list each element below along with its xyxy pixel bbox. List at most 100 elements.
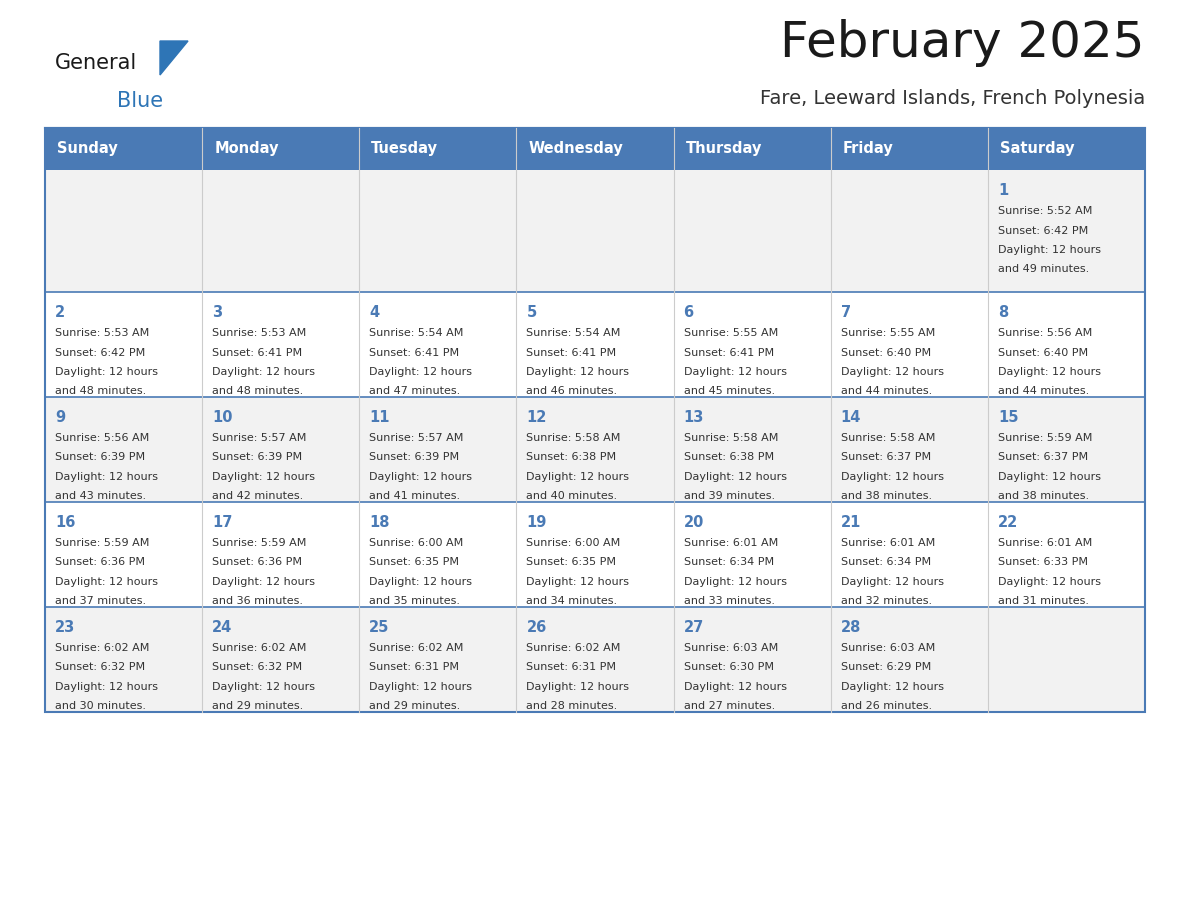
Text: Sunrise: 5:59 AM: Sunrise: 5:59 AM	[998, 433, 1092, 443]
Text: Sunrise: 5:52 AM: Sunrise: 5:52 AM	[998, 206, 1092, 216]
Text: and 43 minutes.: and 43 minutes.	[55, 491, 146, 501]
Text: Daylight: 12 hours: Daylight: 12 hours	[55, 472, 158, 482]
Text: Sunrise: 5:55 AM: Sunrise: 5:55 AM	[683, 328, 778, 338]
Text: General: General	[55, 53, 138, 73]
Text: 1: 1	[998, 183, 1009, 198]
Text: 2: 2	[55, 305, 65, 320]
Text: and 38 minutes.: and 38 minutes.	[998, 491, 1089, 501]
Text: February 2025: February 2025	[781, 19, 1145, 67]
Text: Sunrise: 6:02 AM: Sunrise: 6:02 AM	[55, 643, 150, 653]
Text: Sunrise: 5:56 AM: Sunrise: 5:56 AM	[55, 433, 150, 443]
Text: Sunrise: 6:03 AM: Sunrise: 6:03 AM	[683, 643, 778, 653]
Text: Sunrise: 6:00 AM: Sunrise: 6:00 AM	[526, 538, 620, 548]
Text: Daylight: 12 hours: Daylight: 12 hours	[526, 682, 630, 692]
Text: 28: 28	[841, 620, 861, 635]
Text: 6: 6	[683, 305, 694, 320]
Text: Sunset: 6:34 PM: Sunset: 6:34 PM	[841, 557, 931, 567]
Text: Blue: Blue	[116, 91, 163, 111]
Text: 25: 25	[369, 620, 390, 635]
Text: and 39 minutes.: and 39 minutes.	[683, 491, 775, 501]
Text: 3: 3	[213, 305, 222, 320]
FancyBboxPatch shape	[202, 128, 359, 170]
Text: Sunset: 6:36 PM: Sunset: 6:36 PM	[213, 557, 302, 567]
Text: Sunset: 6:41 PM: Sunset: 6:41 PM	[213, 348, 302, 357]
Text: and 40 minutes.: and 40 minutes.	[526, 491, 618, 501]
Text: Sunrise: 5:58 AM: Sunrise: 5:58 AM	[841, 433, 935, 443]
Text: Sunset: 6:37 PM: Sunset: 6:37 PM	[841, 453, 931, 463]
Text: Sunset: 6:41 PM: Sunset: 6:41 PM	[526, 348, 617, 357]
FancyBboxPatch shape	[45, 128, 202, 170]
Text: 16: 16	[55, 515, 75, 530]
Text: and 36 minutes.: and 36 minutes.	[213, 597, 303, 607]
FancyBboxPatch shape	[359, 128, 517, 170]
Text: Daylight: 12 hours: Daylight: 12 hours	[683, 577, 786, 587]
Text: 11: 11	[369, 410, 390, 425]
Text: Daylight: 12 hours: Daylight: 12 hours	[369, 682, 473, 692]
Text: Sunset: 6:33 PM: Sunset: 6:33 PM	[998, 557, 1088, 567]
Text: and 37 minutes.: and 37 minutes.	[55, 597, 146, 607]
Text: and 48 minutes.: and 48 minutes.	[213, 386, 303, 397]
Text: Sunset: 6:42 PM: Sunset: 6:42 PM	[55, 348, 145, 357]
Text: Sunset: 6:39 PM: Sunset: 6:39 PM	[213, 453, 302, 463]
Text: Daylight: 12 hours: Daylight: 12 hours	[841, 367, 943, 377]
Text: Daylight: 12 hours: Daylight: 12 hours	[998, 245, 1101, 255]
Text: and 46 minutes.: and 46 minutes.	[526, 386, 618, 397]
Text: and 44 minutes.: and 44 minutes.	[841, 386, 931, 397]
Text: Sunrise: 6:02 AM: Sunrise: 6:02 AM	[213, 643, 307, 653]
Text: Sunset: 6:37 PM: Sunset: 6:37 PM	[998, 453, 1088, 463]
Text: Sunset: 6:39 PM: Sunset: 6:39 PM	[369, 453, 460, 463]
FancyBboxPatch shape	[45, 170, 1145, 292]
Text: Daylight: 12 hours: Daylight: 12 hours	[998, 472, 1101, 482]
Text: 10: 10	[213, 410, 233, 425]
FancyBboxPatch shape	[674, 128, 830, 170]
Text: Daylight: 12 hours: Daylight: 12 hours	[213, 577, 315, 587]
FancyBboxPatch shape	[517, 128, 674, 170]
Text: 13: 13	[683, 410, 704, 425]
Text: Sunset: 6:41 PM: Sunset: 6:41 PM	[369, 348, 460, 357]
Text: and 33 minutes.: and 33 minutes.	[683, 597, 775, 607]
Text: Sunrise: 5:54 AM: Sunrise: 5:54 AM	[369, 328, 463, 338]
Text: 8: 8	[998, 305, 1009, 320]
Text: and 27 minutes.: and 27 minutes.	[683, 701, 775, 711]
Text: Thursday: Thursday	[685, 141, 762, 156]
Text: Sunrise: 5:59 AM: Sunrise: 5:59 AM	[55, 538, 150, 548]
Text: Daylight: 12 hours: Daylight: 12 hours	[369, 577, 473, 587]
Text: Daylight: 12 hours: Daylight: 12 hours	[683, 367, 786, 377]
Text: Sunrise: 5:57 AM: Sunrise: 5:57 AM	[213, 433, 307, 443]
Text: Sunset: 6:29 PM: Sunset: 6:29 PM	[841, 663, 931, 673]
Text: Sunrise: 6:01 AM: Sunrise: 6:01 AM	[841, 538, 935, 548]
Text: 24: 24	[213, 620, 233, 635]
Text: Sunrise: 5:53 AM: Sunrise: 5:53 AM	[213, 328, 307, 338]
Text: Daylight: 12 hours: Daylight: 12 hours	[55, 577, 158, 587]
Text: Sunrise: 6:01 AM: Sunrise: 6:01 AM	[683, 538, 778, 548]
Text: Sunset: 6:35 PM: Sunset: 6:35 PM	[526, 557, 617, 567]
Text: Sunrise: 6:03 AM: Sunrise: 6:03 AM	[841, 643, 935, 653]
Text: Sunrise: 5:59 AM: Sunrise: 5:59 AM	[213, 538, 307, 548]
Text: Sunset: 6:40 PM: Sunset: 6:40 PM	[998, 348, 1088, 357]
Text: Sunrise: 5:57 AM: Sunrise: 5:57 AM	[369, 433, 463, 443]
Text: and 30 minutes.: and 30 minutes.	[55, 701, 146, 711]
FancyBboxPatch shape	[45, 502, 1145, 607]
Text: Sunrise: 5:53 AM: Sunrise: 5:53 AM	[55, 328, 150, 338]
Text: 21: 21	[841, 515, 861, 530]
FancyBboxPatch shape	[45, 607, 1145, 712]
Text: and 29 minutes.: and 29 minutes.	[213, 701, 303, 711]
FancyBboxPatch shape	[45, 292, 1145, 397]
Text: and 32 minutes.: and 32 minutes.	[841, 597, 931, 607]
Text: and 28 minutes.: and 28 minutes.	[526, 701, 618, 711]
Text: Sunset: 6:32 PM: Sunset: 6:32 PM	[213, 663, 302, 673]
Text: 27: 27	[683, 620, 703, 635]
Text: Daylight: 12 hours: Daylight: 12 hours	[369, 472, 473, 482]
Text: Sunrise: 6:02 AM: Sunrise: 6:02 AM	[369, 643, 463, 653]
Text: Sunset: 6:31 PM: Sunset: 6:31 PM	[526, 663, 617, 673]
Text: Fare, Leeward Islands, French Polynesia: Fare, Leeward Islands, French Polynesia	[760, 88, 1145, 107]
Text: 12: 12	[526, 410, 546, 425]
Text: Daylight: 12 hours: Daylight: 12 hours	[55, 682, 158, 692]
Text: Sunset: 6:38 PM: Sunset: 6:38 PM	[526, 453, 617, 463]
Text: and 35 minutes.: and 35 minutes.	[369, 597, 460, 607]
Text: 20: 20	[683, 515, 704, 530]
Text: Daylight: 12 hours: Daylight: 12 hours	[526, 367, 630, 377]
Text: and 38 minutes.: and 38 minutes.	[841, 491, 931, 501]
Text: Sunrise: 5:58 AM: Sunrise: 5:58 AM	[683, 433, 778, 443]
Text: and 31 minutes.: and 31 minutes.	[998, 597, 1089, 607]
